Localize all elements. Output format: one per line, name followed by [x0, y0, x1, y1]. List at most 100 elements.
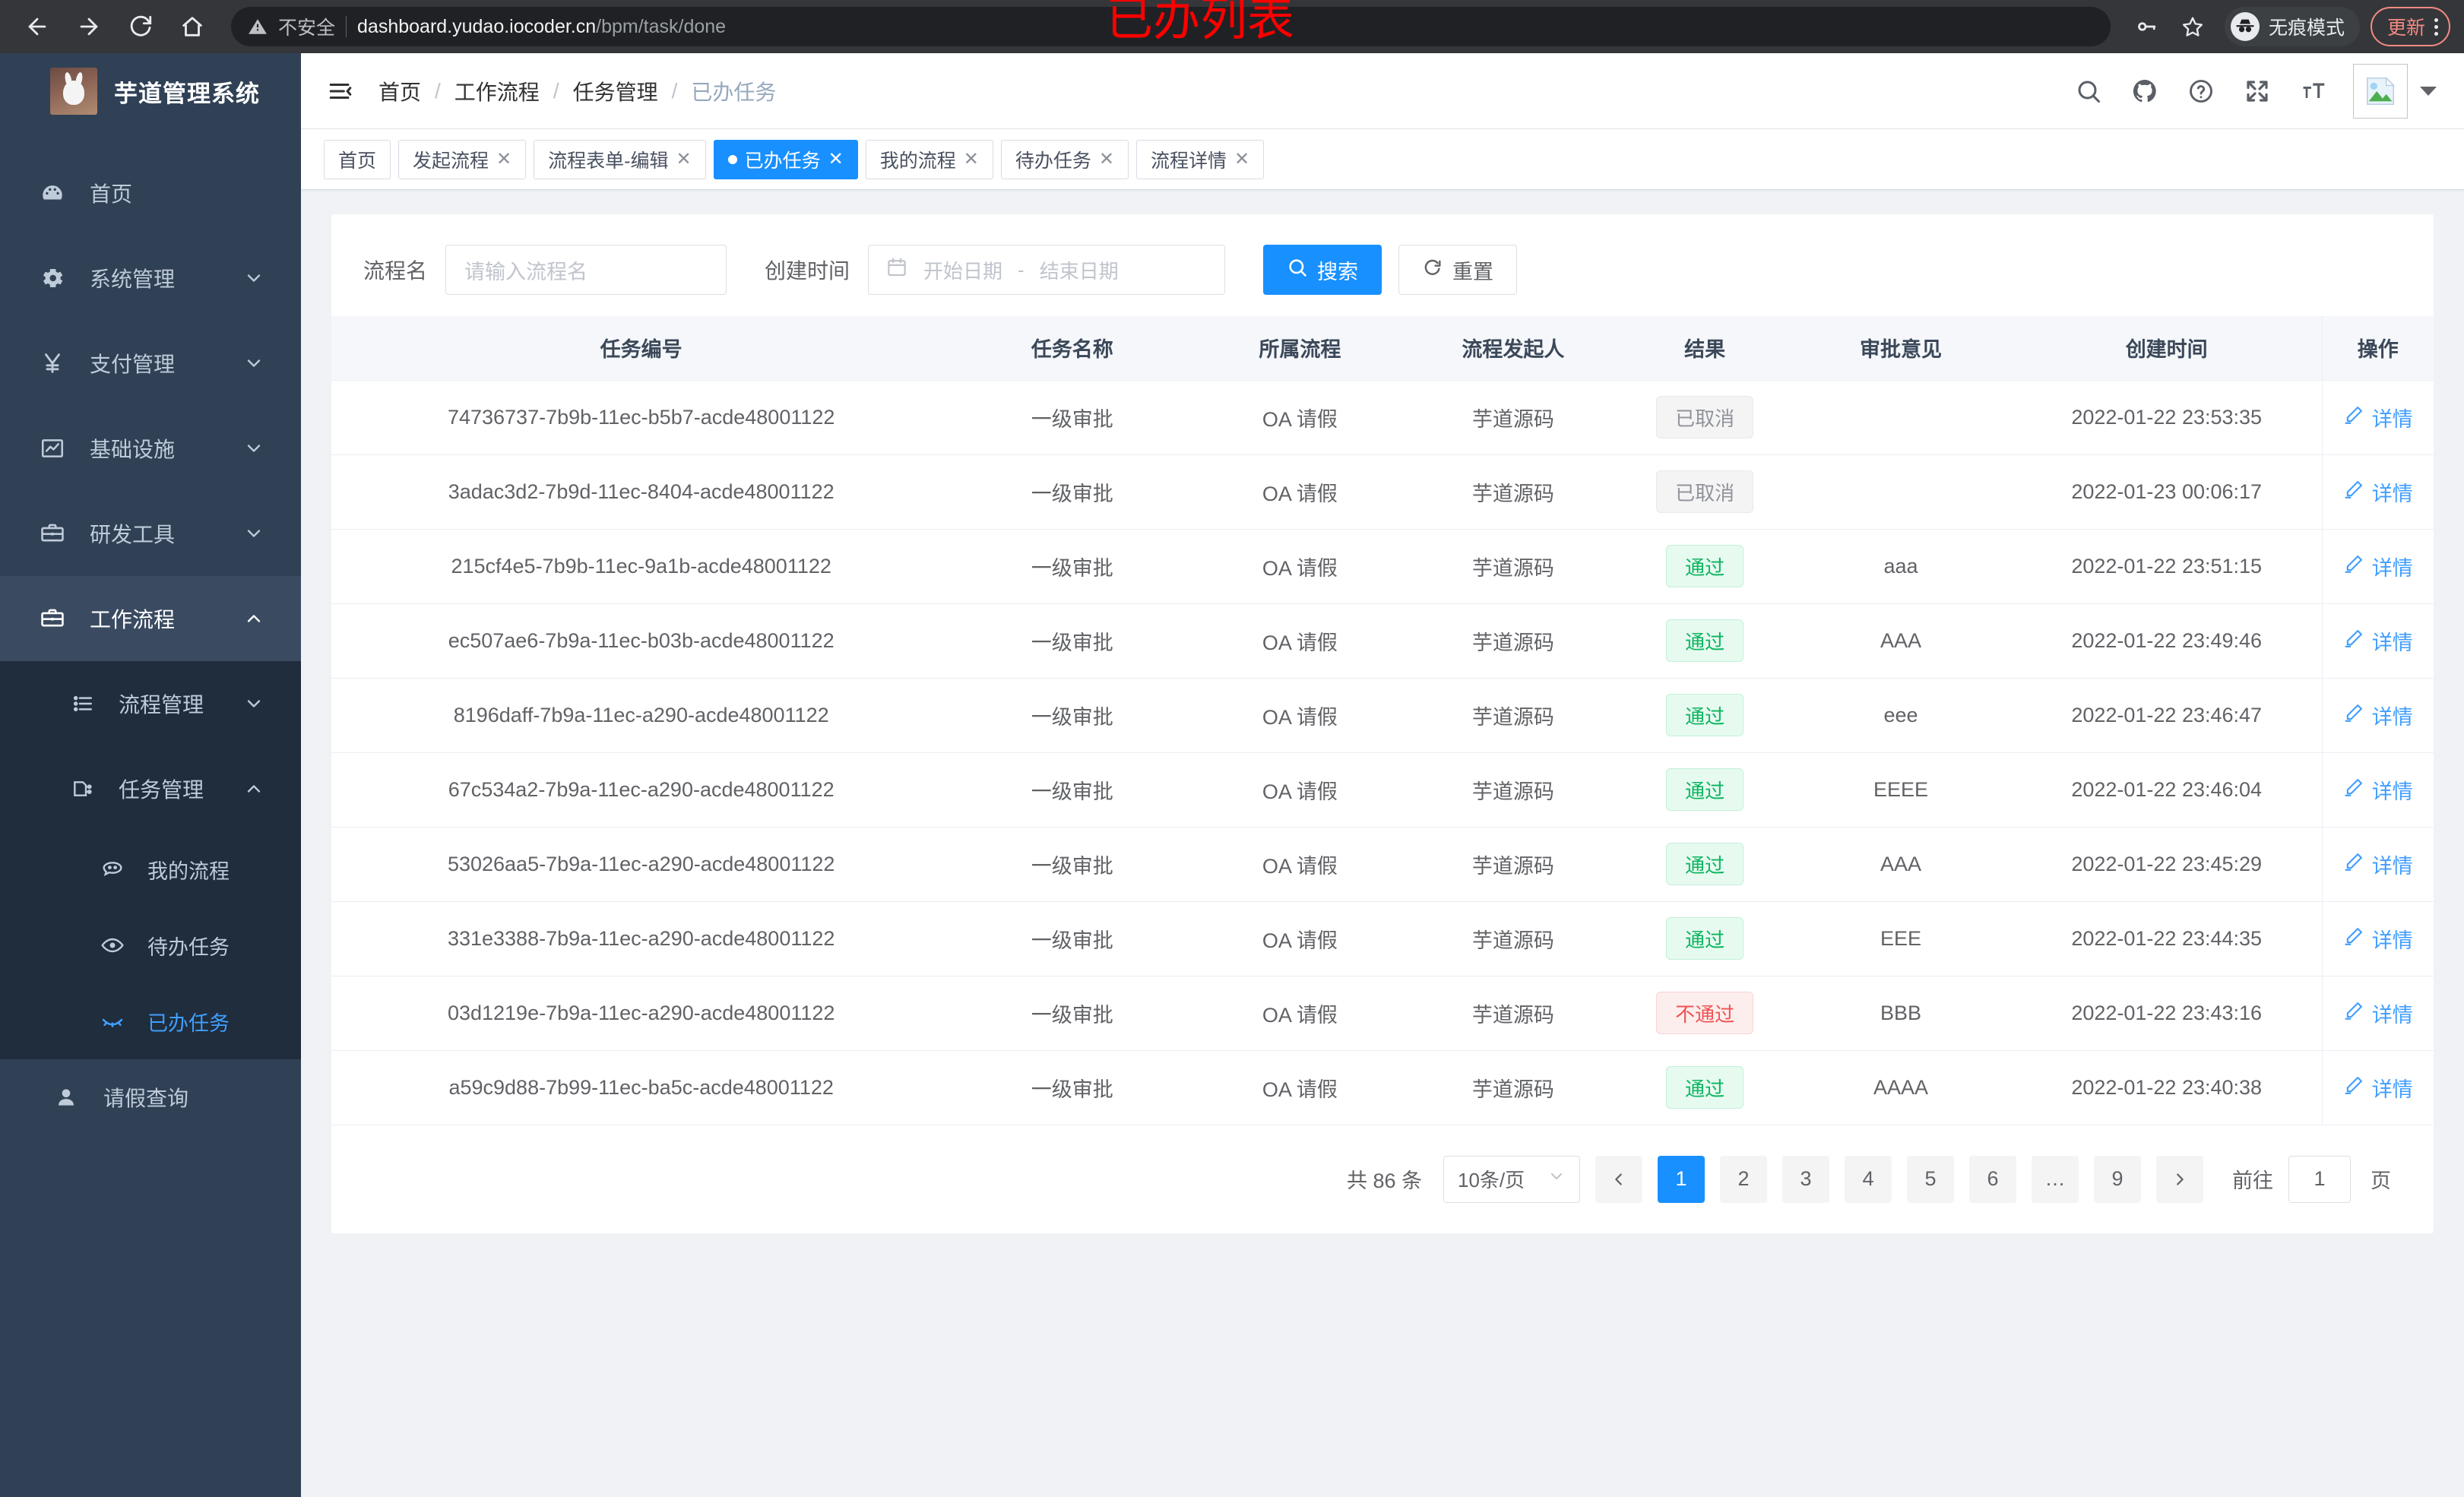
- close-icon[interactable]: ✕: [496, 148, 512, 169]
- reset-button[interactable]: 重置: [1398, 245, 1518, 295]
- sidebar-item-infrastructure[interactable]: 基础设施: [0, 406, 301, 491]
- sidebar-item-todo-task[interactable]: 待办任务: [0, 907, 301, 983]
- table-row: 67c534a2-7b9a-11ec-a290-acde48001122 一级审批…: [331, 752, 2434, 828]
- security-label: 不安全: [278, 17, 336, 39]
- detail-button[interactable]: 详情: [2343, 924, 2413, 954]
- update-button[interactable]: 更新: [2370, 7, 2450, 46]
- process-name-input[interactable]: 请输入流程名: [445, 245, 727, 295]
- chevron-down-icon: [243, 523, 264, 544]
- close-icon[interactable]: ✕: [1234, 148, 1250, 169]
- sidebar-item-payment[interactable]: 支付管理: [0, 321, 301, 406]
- home-button[interactable]: [169, 3, 216, 50]
- page-size-select[interactable]: 10条/页: [1443, 1155, 1580, 1203]
- sidebar-item-done-task[interactable]: 已办任务: [0, 983, 301, 1059]
- table-header-row: 任务编号 任务名称 所属流程 流程发起人 结果 审批意见 创建时间 操作: [331, 316, 2434, 381]
- sidebar-item-home[interactable]: 首页: [0, 150, 301, 236]
- breadcrumb-item[interactable]: 首页: [378, 80, 422, 104]
- cell-created-time: 2022-01-22 23:44:35: [2011, 901, 2323, 976]
- back-button[interactable]: [14, 3, 61, 50]
- breadcrumb-item-current: 已办任务: [691, 80, 777, 104]
- sidebar-item-workflow[interactable]: 工作流程: [0, 576, 301, 661]
- tab-process-form-edit[interactable]: 流程表单-编辑 ✕: [534, 139, 706, 179]
- page-button-9[interactable]: 9: [2094, 1155, 2141, 1203]
- prev-page-button[interactable]: [1595, 1155, 1642, 1203]
- gear-icon: [36, 265, 68, 291]
- close-icon[interactable]: ✕: [676, 148, 692, 169]
- forward-button[interactable]: [65, 3, 112, 50]
- cell-process: OA 请假: [1193, 901, 1407, 976]
- bookmark-star-icon[interactable]: [2171, 5, 2214, 48]
- tab-label: 发起流程: [413, 150, 489, 172]
- password-key-icon[interactable]: [2126, 5, 2168, 48]
- sidebar-item-my-process[interactable]: 我的流程: [0, 831, 301, 907]
- browser-toolbar: 不安全 dashboard.yudao.iocoder.cn/bpm/task/…: [0, 0, 2464, 53]
- detail-button[interactable]: 详情: [2343, 701, 2413, 730]
- create-time-daterange[interactable]: 开始日期 - 结束日期: [868, 245, 1226, 295]
- address-bar[interactable]: 不安全 dashboard.yudao.iocoder.cn/bpm/task/…: [231, 7, 2111, 46]
- page-button-6[interactable]: 6: [1969, 1155, 2016, 1203]
- detail-button[interactable]: 详情: [2343, 477, 2413, 507]
- detail-button[interactable]: 详情: [2343, 552, 2413, 581]
- page-button-5[interactable]: 5: [1907, 1155, 1954, 1203]
- process-name-label: 流程名: [363, 259, 428, 283]
- help-icon[interactable]: [2184, 74, 2218, 108]
- detail-button[interactable]: 详情: [2343, 850, 2413, 879]
- detail-button[interactable]: 详情: [2343, 999, 2413, 1028]
- page-button-1[interactable]: 1: [1658, 1155, 1705, 1203]
- cell-initiator: 芋道源码: [1406, 529, 1620, 604]
- page-button-3[interactable]: 3: [1782, 1155, 1829, 1203]
- detail-button[interactable]: 详情: [2343, 775, 2413, 805]
- breadcrumb-item[interactable]: 工作流程: [454, 80, 540, 104]
- font-size-icon[interactable]: [2297, 74, 2330, 108]
- task-submenu: 我的流程 待办任务 已办任务: [0, 831, 301, 1059]
- search-icon[interactable]: [2072, 74, 2105, 108]
- cell-created-time: 2022-01-22 23:49:46: [2011, 603, 2323, 679]
- close-icon[interactable]: ✕: [1098, 148, 1114, 169]
- fullscreen-icon[interactable]: [2241, 74, 2274, 108]
- cell-created-time: 2022-01-22 23:43:16: [2011, 976, 2323, 1051]
- avatar[interactable]: [2353, 63, 2408, 119]
- tab-start-process[interactable]: 发起流程 ✕: [398, 139, 527, 179]
- cell-process: OA 请假: [1193, 976, 1407, 1051]
- cell-opinion: eee: [1790, 678, 2012, 753]
- tab-process-detail[interactable]: 流程详情 ✕: [1135, 139, 1265, 179]
- sidebar-item-devtools[interactable]: 研发工具: [0, 491, 301, 576]
- sidebar-brand[interactable]: 芋道管理系统: [0, 53, 301, 129]
- github-icon[interactable]: [2128, 74, 2162, 108]
- close-icon[interactable]: ✕: [828, 148, 844, 169]
- sidebar-toggle-icon[interactable]: [324, 78, 357, 104]
- detail-button[interactable]: 详情: [2343, 1073, 2413, 1103]
- sidebar-item-process-management[interactable]: 流程管理: [0, 661, 301, 746]
- incognito-badge[interactable]: 无痕模式: [2224, 7, 2360, 46]
- cell-task-name: 一级审批: [951, 976, 1194, 1051]
- sidebar-item-leave-query[interactable]: 请假查询: [0, 1059, 301, 1135]
- search-button[interactable]: 搜索: [1263, 245, 1382, 295]
- detail-button[interactable]: 详情: [2343, 403, 2413, 432]
- reload-button[interactable]: [117, 3, 164, 50]
- page-button-4[interactable]: 4: [1845, 1155, 1892, 1203]
- tab-home[interactable]: 首页: [324, 139, 391, 179]
- done-task-table: 任务编号 任务名称 所属流程 流程发起人 结果 审批意见 创建时间 操作 747…: [331, 316, 2434, 1125]
- cell-created-time: 2022-01-22 23:45:29: [2011, 827, 2323, 902]
- goto-page-input[interactable]: 1: [2288, 1155, 2351, 1203]
- chevron-down-icon[interactable]: [2420, 86, 2437, 96]
- workflow-submenu: 流程管理 任务管理 我的流程: [0, 661, 301, 1059]
- detail-button[interactable]: 详情: [2343, 626, 2413, 656]
- sidebar-item-task-management[interactable]: 任务管理: [0, 746, 301, 831]
- cell-created-time: 2022-01-22 23:46:04: [2011, 752, 2323, 828]
- table-row: 53026aa5-7b9a-11ec-a290-acde48001122 一级审批…: [331, 827, 2434, 902]
- status-badge: 已取消: [1656, 396, 1754, 438]
- chrome-menu-icon[interactable]: [2434, 17, 2438, 36]
- tab-done-task[interactable]: 已办任务 ✕: [713, 139, 858, 179]
- chrome-actions: 无痕模式 更新: [2126, 5, 2450, 48]
- page-button-2[interactable]: 2: [1720, 1155, 1767, 1203]
- cell-action: 详情: [2321, 678, 2434, 753]
- tab-todo-task[interactable]: 待办任务 ✕: [1000, 139, 1129, 179]
- sidebar-item-system[interactable]: 系统管理: [0, 236, 301, 321]
- page-ellipsis[interactable]: …: [2032, 1155, 2079, 1203]
- next-page-button[interactable]: [2156, 1155, 2203, 1203]
- cell-action: 详情: [2321, 603, 2434, 679]
- breadcrumb-item[interactable]: 任务管理: [572, 80, 658, 104]
- close-icon[interactable]: ✕: [963, 148, 979, 169]
- tab-my-process[interactable]: 我的流程 ✕: [865, 139, 993, 179]
